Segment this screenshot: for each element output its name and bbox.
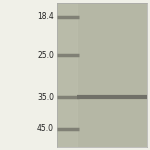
Text: 18.4: 18.4 <box>37 12 54 21</box>
Text: 25.0: 25.0 <box>37 51 54 60</box>
Bar <box>57 3 77 147</box>
Text: 35.0: 35.0 <box>37 93 54 102</box>
Text: 45.0: 45.0 <box>37 124 54 133</box>
